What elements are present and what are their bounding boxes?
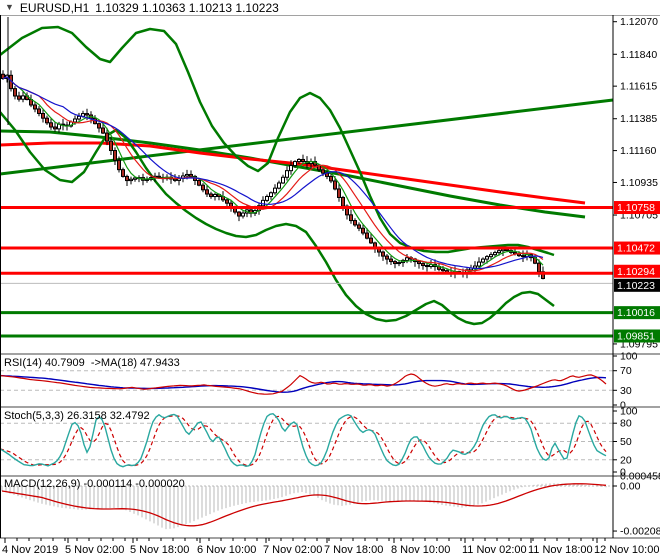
rising-trendline [0,98,614,176]
resistance-price-badge-text: 1.10758 [617,202,655,214]
resistance-price-badge-text: 1.10472 [617,243,655,255]
resistance-price-badge [614,264,660,278]
current-price-badge [614,278,660,292]
price-axis-label: 1.11160 [620,145,657,157]
time-axis-label: 6 Nov 10:00 [197,544,257,556]
time-axis[interactable]: 4 Nov 2019 5 Nov 02:00 5 Nov 18:00 6 Nov 10… [0,544,660,560]
symbol-dropdown-icon[interactable]: ▼ [5,2,14,12]
time-axis-label: 7 Nov 02:00 [263,544,323,556]
price-axis[interactable]: 1.12070 1.11840 1.11615 1.11385 1.11160 1.109… [613,16,660,350]
title-ohlc-values: 1.10329 1.10363 1.10213 1.10223 [95,0,279,15]
rsi-scale-label: 30 [620,385,632,397]
time-axis-label: 5 Nov 02:00 [65,544,125,556]
price-axis-label: 1.10935 [620,177,658,189]
macd-scale-label: -0.002081 [620,526,660,538]
stoch-indicator-label: Stoch(5,3,3) 26.3158 32.4792 [4,410,150,422]
fast-ma-red [2,76,544,272]
current-price-badge-text: 1.10223 [617,280,655,292]
stoch-scale-label: 20 [620,454,632,466]
support-price-badge-text: 1.09851 [617,331,655,343]
support-price-badge-text: 1.10016 [617,307,655,319]
macd-indicator-label: MACD(12,26,9) -0.000114 -0.000020 [4,478,185,490]
macd-scale-label: 0.000458 [620,471,660,483]
title-bar: ▼ EURUSD,H1 1.10329 1.10363 1.10213 1.10… [0,0,660,15]
price-axis-label: 1.11840 [620,49,657,61]
time-axis-label: 7 Nov 18:00 [324,544,384,556]
rsi-ma-line [0,374,607,393]
resistance-price-badge [614,201,660,215]
rsi-scale-label: 100 [620,351,638,363]
time-axis-label: 4 Nov 2019 [2,544,59,556]
time-axis-label: 11 Nov 18:00 [528,544,593,556]
rsi-indicator-label: RSI(14) 40.7909 ->MA(18) 47.9433 [4,357,180,369]
time-axis-label: 12 Nov 10:00 [594,544,660,556]
rsi-scale-label: 70 [620,365,632,377]
rsi-scale-label: 0 [620,400,626,412]
stoch-k-line [0,412,607,468]
resistance-price-badge [614,241,660,255]
support-price-badge [614,306,660,320]
rsi-panel[interactable]: 100 70 30 0 [0,351,638,412]
time-axis-label: 5 Nov 18:00 [130,544,190,556]
stoch-scale-label: 50 [620,436,632,448]
fast-ma-green [2,76,544,274]
time-axis-label: 8 Nov 10:00 [391,544,451,556]
support-resistance-lines [0,206,613,338]
price-axis-label: 1.11615 [620,81,657,93]
stoch-scale-label: 80 [620,418,632,430]
bollinger-lower-band [0,111,555,326]
panel-frame [0,14,660,539]
fast-ma-blue [2,76,544,270]
stoch-scale-label: 100 [620,406,638,418]
rsi-line [0,373,607,395]
stoch-scale-label: 0 [620,467,626,479]
resistance-price-badge-text: 1.10294 [617,266,655,278]
fast-moving-averages [2,76,544,274]
main-chart-panel[interactable] [0,17,614,326]
support-price-badge [614,329,660,343]
price-axis-label: 1.12070 [620,16,658,28]
macd-signal-line [1,483,607,527]
time-axis-ticks [4,538,606,543]
price-axis-label: 1.11385 [620,113,657,125]
title-symbol: EURUSD,H1 [19,0,90,15]
long-ma-red [0,141,586,205]
long-ma-green [0,129,586,219]
macd-scale-label: 0.00 [620,481,641,493]
time-axis-label: 11 Nov 02:00 [462,544,527,556]
